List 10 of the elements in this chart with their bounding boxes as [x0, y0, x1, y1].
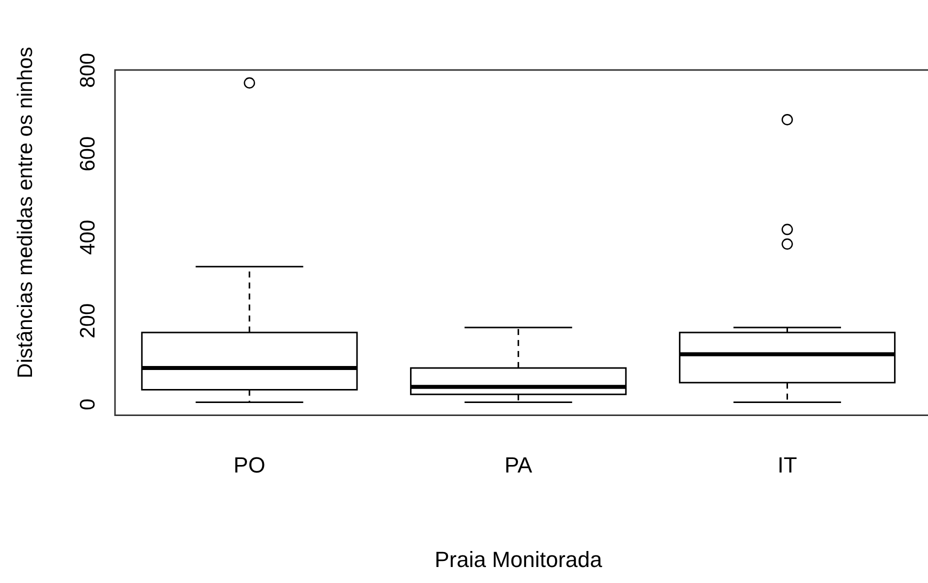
x-tick-label: PA: [504, 452, 533, 478]
x-axis-title: Praia Monitorada: [434, 546, 603, 572]
y-tick-label: 0: [76, 398, 100, 410]
y-tick-label: 800: [76, 52, 100, 88]
y-tick-label: 200: [76, 303, 100, 338]
y-tick-label: 600: [76, 136, 100, 172]
x-tick-label: PO: [234, 452, 266, 478]
x-tick-label: IT: [777, 452, 798, 478]
y-tick-label: 400: [76, 220, 100, 255]
y-axis-title: Distâncias medidas entre os ninhos: [14, 46, 37, 378]
